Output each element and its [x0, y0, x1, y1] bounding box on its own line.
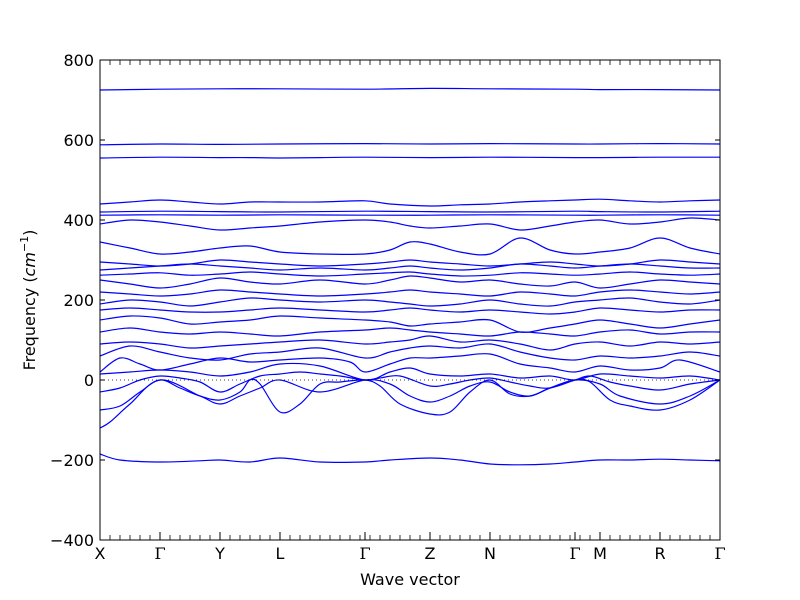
x-tick-label: Y — [214, 544, 225, 563]
band-line-5 — [100, 353, 720, 373]
y-tick-label: 600 — [63, 131, 94, 150]
x-tick-label: L — [276, 544, 285, 563]
x-tick-label: Γ — [359, 544, 370, 563]
band-line-20 — [100, 210, 720, 213]
band-line-23 — [100, 142, 720, 146]
band-line-16 — [100, 259, 720, 267]
band-line-17 — [100, 237, 720, 256]
band-line-12 — [100, 289, 720, 297]
y-tick-label: 0 — [84, 371, 94, 390]
band-line-6 — [100, 343, 720, 361]
x-tick-label: N — [484, 544, 496, 563]
x-tick-label: Γ — [714, 544, 725, 563]
y-tick-label: 200 — [63, 291, 94, 310]
band-line-24 — [100, 87, 720, 91]
band-line-14 — [100, 271, 720, 277]
band-line-13 — [100, 275, 720, 289]
band-lines — [100, 87, 720, 466]
x-tick-label: Γ — [569, 544, 580, 563]
x-tick-label: R — [654, 544, 665, 563]
plot-frame — [99, 59, 721, 541]
y-axis-title-unit: cm — [20, 252, 39, 276]
y-axis-title: Frequency (cm−1) — [18, 230, 39, 371]
band-line-8 — [100, 327, 720, 337]
y-axis-title-exponent: −1 — [18, 236, 31, 252]
band-line-22 — [100, 156, 720, 159]
x-tick-label: M — [593, 544, 607, 563]
x-axis-title: Wave vector — [360, 570, 460, 589]
y-tick-label: 400 — [63, 211, 94, 230]
band-line-9 — [100, 315, 720, 333]
x-tick-label: X — [95, 544, 106, 563]
band-line-4 — [100, 362, 720, 381]
y-axis-title-prefix: Frequency ( — [20, 276, 39, 370]
x-tick-label: Γ — [154, 544, 165, 563]
band-line-7 — [100, 335, 720, 351]
y-tick-label: −400 — [50, 531, 94, 550]
y-tick-label: 800 — [63, 51, 94, 70]
band-line-11 — [100, 297, 720, 307]
y-axis-title-suffix: ) — [20, 230, 39, 236]
band-line-21 — [100, 198, 720, 207]
band-line-18 — [100, 217, 720, 231]
axis-ticks — [99, 59, 721, 541]
band-line-2 — [100, 378, 720, 416]
band-line-25 — [100, 453, 720, 466]
y-tick-label: −200 — [50, 451, 94, 470]
x-tick-label: Z — [425, 544, 436, 563]
band-line-10 — [100, 307, 720, 315]
